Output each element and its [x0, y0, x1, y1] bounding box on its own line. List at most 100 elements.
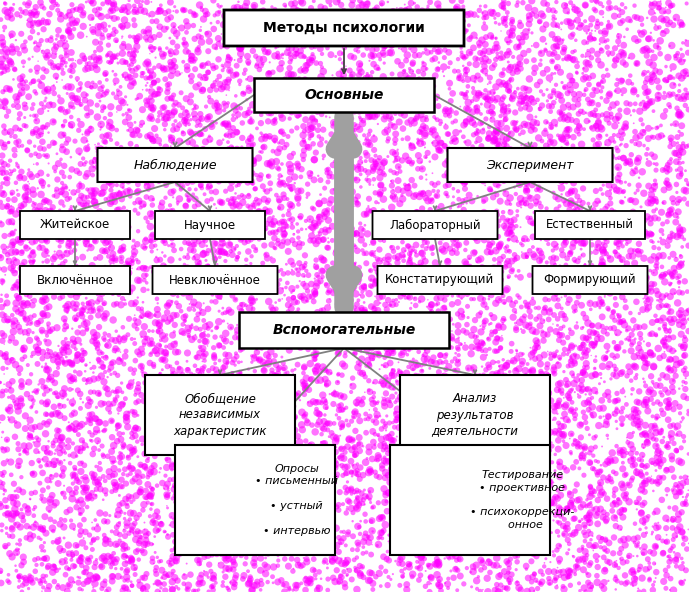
Point: [22, 449, 33, 458]
Point: [387, 570, 398, 579]
Point: [596, 276, 607, 286]
Point: [245, 527, 256, 536]
Point: [533, 303, 544, 313]
Point: [676, 110, 687, 120]
Point: [270, 228, 281, 237]
Point: [408, 71, 419, 81]
Point: [110, 172, 121, 181]
Point: [129, 446, 140, 455]
Point: [260, 132, 271, 141]
Point: [295, 102, 306, 111]
Point: [132, 324, 143, 334]
Point: [30, 503, 41, 512]
Point: [110, 263, 121, 273]
Point: [664, 328, 675, 337]
Point: [241, 75, 252, 84]
Point: [369, 292, 380, 301]
Point: [100, 535, 111, 544]
Point: [99, 167, 110, 176]
Point: [509, 549, 520, 558]
Point: [276, 127, 287, 136]
Point: [520, 408, 531, 418]
Point: [27, 247, 38, 257]
Point: [461, 147, 472, 156]
Point: [379, 210, 390, 220]
Point: [469, 325, 480, 334]
Point: [197, 364, 208, 374]
Point: [69, 278, 80, 287]
Point: [362, 72, 373, 81]
Point: [389, 469, 400, 479]
Point: [117, 70, 128, 79]
Point: [175, 509, 186, 518]
Point: [675, 18, 686, 27]
Point: [340, 158, 351, 168]
Point: [435, 350, 446, 360]
Point: [347, 374, 358, 383]
Point: [566, 343, 577, 352]
Point: [63, 442, 74, 452]
Point: [130, 310, 141, 320]
Point: [522, 587, 533, 592]
Point: [592, 49, 603, 59]
Point: [402, 12, 413, 21]
Point: [659, 341, 670, 350]
Point: [411, 211, 422, 220]
Point: [666, 355, 677, 364]
Point: [321, 403, 332, 413]
Point: [579, 522, 590, 532]
Point: [387, 40, 398, 50]
Point: [633, 246, 644, 256]
Point: [74, 169, 85, 178]
Point: [221, 82, 232, 92]
Point: [372, 455, 383, 465]
Point: [371, 410, 382, 419]
Point: [72, 541, 83, 551]
Point: [221, 526, 232, 535]
Point: [28, 434, 39, 443]
Point: [43, 101, 54, 110]
Point: [398, 256, 409, 265]
Point: [130, 118, 141, 127]
Point: [405, 539, 416, 549]
Point: [28, 328, 39, 337]
Point: [48, 117, 59, 127]
Point: [499, 298, 510, 308]
Point: [280, 309, 291, 318]
Point: [465, 568, 476, 577]
Point: [45, 385, 56, 395]
Point: [158, 111, 169, 120]
Point: [610, 585, 621, 592]
Point: [271, 375, 282, 384]
Point: [462, 87, 473, 96]
Point: [276, 202, 287, 212]
Point: [679, 436, 689, 446]
Point: [434, 260, 445, 269]
Point: [169, 107, 180, 116]
Point: [298, 363, 309, 372]
Point: [132, 42, 143, 52]
Point: [248, 230, 259, 240]
Point: [342, 468, 353, 478]
Point: [288, 403, 299, 413]
Point: [178, 176, 189, 186]
Point: [186, 214, 197, 224]
Point: [162, 94, 173, 104]
Point: [598, 327, 609, 336]
Point: [444, 84, 455, 94]
Point: [387, 215, 398, 225]
Point: [281, 221, 292, 231]
Point: [200, 548, 211, 558]
Point: [291, 309, 302, 318]
Point: [646, 97, 657, 107]
Point: [224, 408, 235, 418]
Point: [256, 170, 267, 180]
Point: [187, 445, 198, 454]
Point: [393, 44, 404, 53]
Point: [613, 111, 624, 121]
Point: [560, 281, 571, 290]
Point: [287, 488, 298, 498]
Point: [252, 462, 263, 472]
Point: [64, 11, 75, 20]
Point: [595, 205, 606, 214]
